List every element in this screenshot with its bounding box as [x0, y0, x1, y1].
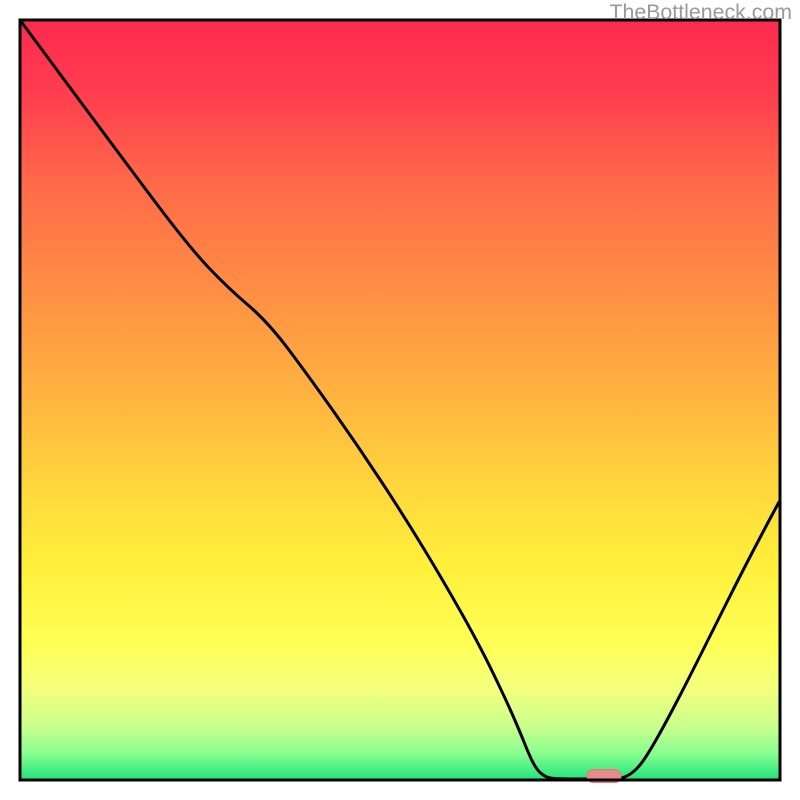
heatmap-background	[20, 20, 780, 780]
watermark-text: TheBottleneck.com	[609, 0, 792, 25]
bottleneck-chart	[0, 0, 800, 800]
chart-container: TheBottleneck.com	[0, 0, 800, 800]
